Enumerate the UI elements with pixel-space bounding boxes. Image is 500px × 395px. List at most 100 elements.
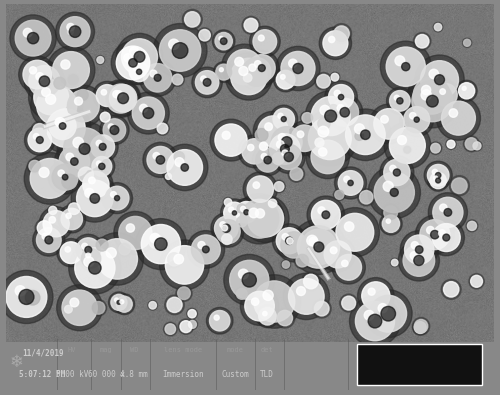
Circle shape: [235, 57, 244, 66]
Circle shape: [114, 298, 118, 302]
Circle shape: [332, 250, 366, 284]
Text: 60 000 x: 60 000 x: [88, 371, 124, 379]
Circle shape: [90, 194, 100, 203]
Circle shape: [227, 49, 262, 85]
Circle shape: [170, 73, 184, 87]
Circle shape: [242, 16, 260, 34]
Circle shape: [408, 71, 456, 120]
Circle shape: [58, 205, 86, 233]
Circle shape: [56, 12, 94, 51]
Circle shape: [444, 282, 459, 297]
Circle shape: [224, 202, 245, 224]
Circle shape: [348, 180, 354, 186]
Circle shape: [288, 278, 324, 314]
Circle shape: [210, 119, 252, 161]
Circle shape: [82, 243, 87, 249]
Circle shape: [117, 301, 121, 304]
Circle shape: [374, 109, 404, 139]
Circle shape: [36, 73, 44, 81]
Circle shape: [384, 122, 430, 169]
Circle shape: [398, 135, 406, 145]
Circle shape: [412, 320, 428, 335]
Circle shape: [384, 159, 410, 186]
Circle shape: [215, 32, 232, 50]
Circle shape: [254, 127, 270, 143]
Circle shape: [256, 148, 280, 172]
Circle shape: [242, 139, 267, 164]
Circle shape: [24, 125, 55, 155]
Circle shape: [236, 288, 247, 299]
Circle shape: [134, 66, 138, 71]
Circle shape: [468, 221, 476, 230]
Circle shape: [424, 161, 452, 189]
Circle shape: [236, 216, 247, 227]
Circle shape: [414, 255, 424, 265]
Circle shape: [212, 30, 235, 53]
Circle shape: [168, 253, 180, 266]
Circle shape: [96, 239, 108, 251]
Circle shape: [36, 137, 44, 143]
Circle shape: [370, 295, 406, 332]
Circle shape: [317, 74, 330, 88]
Circle shape: [412, 318, 430, 335]
Circle shape: [344, 222, 354, 231]
Circle shape: [96, 140, 102, 146]
Circle shape: [444, 209, 452, 216]
Circle shape: [34, 80, 68, 115]
Circle shape: [31, 122, 48, 139]
Circle shape: [436, 178, 440, 183]
Circle shape: [355, 132, 364, 140]
Circle shape: [242, 58, 271, 86]
Circle shape: [293, 63, 303, 73]
Circle shape: [433, 22, 443, 32]
Circle shape: [70, 26, 81, 38]
Circle shape: [342, 260, 348, 267]
Circle shape: [42, 88, 50, 96]
Circle shape: [117, 242, 132, 256]
Circle shape: [188, 320, 196, 328]
Circle shape: [182, 9, 203, 29]
Circle shape: [244, 73, 252, 82]
Circle shape: [160, 30, 201, 71]
Circle shape: [27, 159, 42, 174]
Circle shape: [49, 113, 76, 139]
Circle shape: [406, 74, 459, 128]
Circle shape: [443, 234, 450, 241]
Circle shape: [70, 298, 79, 307]
Circle shape: [330, 208, 380, 257]
Circle shape: [76, 180, 113, 216]
Circle shape: [130, 51, 138, 59]
Circle shape: [29, 66, 60, 97]
Circle shape: [10, 15, 56, 61]
Circle shape: [386, 47, 426, 86]
Circle shape: [36, 85, 77, 126]
Circle shape: [258, 64, 266, 71]
Circle shape: [222, 225, 228, 231]
Circle shape: [160, 240, 210, 290]
Circle shape: [404, 235, 434, 264]
Circle shape: [250, 26, 280, 57]
Circle shape: [278, 134, 286, 141]
Circle shape: [266, 122, 306, 162]
Circle shape: [411, 242, 418, 249]
Circle shape: [240, 206, 246, 212]
Circle shape: [88, 177, 95, 184]
Circle shape: [276, 46, 320, 90]
Circle shape: [434, 176, 438, 180]
Circle shape: [156, 122, 170, 135]
Circle shape: [187, 231, 224, 268]
Circle shape: [166, 246, 203, 284]
Circle shape: [358, 188, 375, 206]
Circle shape: [34, 134, 39, 139]
Circle shape: [64, 304, 74, 314]
Circle shape: [214, 315, 219, 320]
Circle shape: [261, 154, 267, 160]
Circle shape: [360, 130, 370, 139]
Circle shape: [64, 128, 106, 170]
Circle shape: [89, 154, 115, 179]
Circle shape: [228, 207, 234, 213]
Circle shape: [416, 246, 423, 254]
Circle shape: [28, 75, 74, 120]
Circle shape: [61, 208, 82, 230]
Circle shape: [143, 108, 154, 118]
